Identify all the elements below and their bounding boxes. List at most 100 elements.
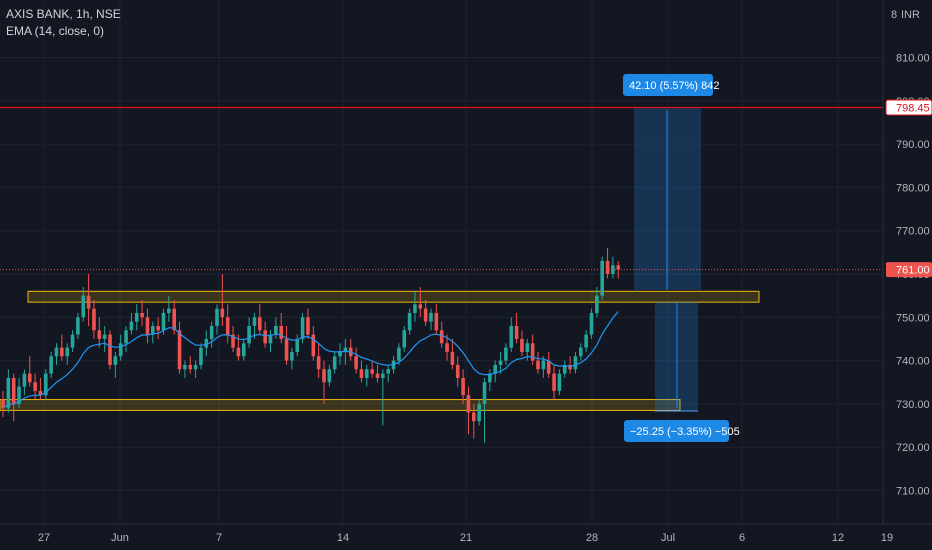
candle-body (402, 330, 407, 348)
candle-body (38, 390, 43, 396)
candle-body (370, 369, 374, 374)
resistance-zone[interactable] (27, 290, 760, 303)
legend-indicator[interactable]: EMA (14, close, 0) (6, 24, 105, 38)
candle-body (151, 325, 155, 335)
candle-body (413, 304, 417, 313)
candle-body (595, 295, 599, 313)
last-price-badge: 761.00 (886, 262, 932, 278)
candle-body (274, 325, 278, 335)
candle-body (134, 312, 139, 322)
chart-legend: AXIS BANK, 1h, NSE EMA (14, close, 0) (6, 6, 121, 40)
zones-layer (0, 290, 760, 411)
support-zone[interactable] (0, 399, 681, 411)
measurement-layer (634, 107, 701, 412)
candle-body (236, 347, 241, 357)
price-axis-prefix: 8 (891, 9, 897, 21)
candle-body (252, 317, 257, 326)
time-tick-label: 21 (460, 532, 472, 544)
candle-body (215, 308, 219, 326)
horizontal-line-value: 798.45 (896, 103, 930, 115)
candle-body (295, 338, 300, 352)
candle-body (568, 364, 572, 370)
candle-body (183, 364, 187, 370)
time-tick-label: 28 (586, 532, 598, 544)
candle-body (60, 347, 64, 357)
candle-body (552, 373, 556, 391)
time-tick-label: Jul (661, 532, 675, 544)
candle-body (525, 343, 530, 352)
candle-body (579, 347, 583, 357)
candle-body (167, 308, 171, 313)
candle-body (140, 312, 144, 318)
candle-body (493, 364, 497, 374)
candle-body (225, 317, 230, 335)
candle-body (520, 338, 524, 352)
candle-body (76, 317, 80, 335)
candle-body (188, 364, 193, 370)
candle-body (49, 356, 53, 374)
candle-body (204, 338, 209, 348)
candle-body (429, 312, 433, 322)
candle-body (316, 356, 321, 370)
candle-body (381, 373, 385, 378)
candle-body (562, 364, 567, 374)
candle-body (354, 356, 358, 370)
price-tick-label: 750.00 (896, 312, 930, 324)
candle-body (423, 308, 428, 322)
candle-body (11, 377, 16, 404)
long-measure-text: 42.10 (5.57%) 842 (629, 80, 720, 92)
candle-body (541, 360, 546, 370)
last-price-value: 761.00 (896, 265, 930, 277)
candle-body (129, 321, 134, 331)
candle-body (156, 325, 160, 331)
candle-body (44, 373, 48, 396)
short-measure-label[interactable]: −25.25 (−3.35%) −505 (624, 420, 740, 442)
chart-grid (0, 0, 883, 524)
candle-body (6, 377, 11, 409)
candle-body (17, 386, 21, 404)
ema-layer (2, 311, 619, 409)
candle-body (589, 312, 594, 335)
candle-body (455, 364, 460, 378)
candle-body (263, 330, 267, 344)
candle-body (311, 334, 316, 357)
price-axis-panel[interactable] (883, 0, 932, 524)
time-tick-label: 6 (739, 532, 745, 544)
candle-body (172, 308, 176, 331)
candle-body (439, 330, 444, 344)
candle-body (332, 356, 337, 370)
candle-body (247, 325, 251, 344)
long-measure-label[interactable]: 42.10 (5.57%) 842 (623, 74, 720, 96)
price-tick-label: 810.00 (896, 53, 930, 65)
candle-body (241, 343, 246, 357)
candle-body (450, 351, 455, 365)
candle-body (472, 412, 476, 422)
candle-body (177, 330, 182, 370)
candle-body (600, 261, 604, 296)
candle-body (92, 308, 96, 331)
candle-body (161, 312, 166, 331)
price-tick-label: 740.00 (896, 356, 930, 368)
candle-body (108, 334, 112, 365)
price-tick-label: 770.00 (896, 226, 930, 238)
candle-body (509, 325, 514, 348)
candle-body (81, 295, 86, 318)
candle-body (70, 334, 75, 348)
candle-body (536, 360, 540, 370)
candle-body (199, 347, 203, 365)
candle-body (573, 356, 578, 370)
candle-body (231, 334, 235, 348)
candle-body (488, 373, 492, 383)
candle-body (209, 325, 214, 339)
legend-symbol[interactable]: AXIS BANK, 1h, NSE (6, 7, 121, 21)
candle-body (306, 317, 310, 335)
candle-body (584, 334, 588, 348)
candle-body (220, 308, 225, 318)
price-tick-label: 780.00 (896, 182, 930, 194)
ema-line (2, 311, 619, 409)
candle-body (557, 373, 562, 391)
candle-body (514, 325, 519, 339)
candle-body (504, 347, 508, 361)
time-axis-panel[interactable] (0, 524, 932, 550)
